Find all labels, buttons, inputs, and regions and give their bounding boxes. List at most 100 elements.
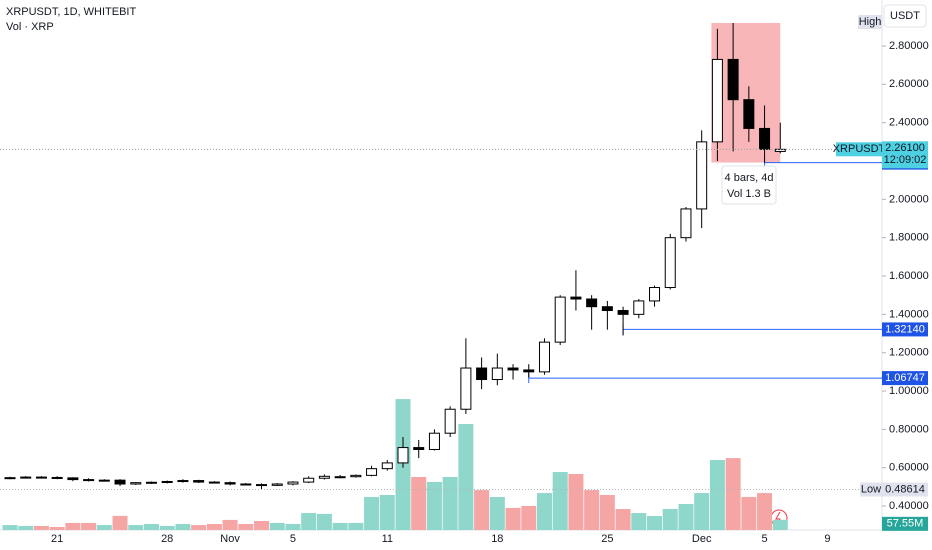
level-label-box (882, 371, 928, 386)
currency-button[interactable] (883, 4, 927, 28)
volume-bar (505, 507, 521, 530)
volume-bar (175, 523, 191, 530)
volume-bar (49, 526, 65, 530)
volume-bar (709, 460, 725, 530)
y-tick-label: 2.60000 (889, 78, 929, 90)
volume-legend: Vol · XRP (6, 21, 54, 33)
volume-bar (301, 513, 317, 530)
symbol-label: XRPUSDT (833, 143, 886, 155)
volume-bar (81, 522, 97, 530)
candle-body (318, 475, 330, 479)
volume-bar (426, 481, 442, 530)
candle-body (680, 208, 692, 239)
candle-body (161, 481, 173, 484)
y-tick-label: 1.40000 (889, 308, 929, 320)
volume-value-label: 57.55M (887, 518, 924, 530)
candle-body (224, 482, 236, 485)
high-marker-box (858, 15, 882, 29)
volume-bar (725, 458, 741, 530)
volume-bar (206, 523, 222, 530)
volume-bar (364, 496, 380, 530)
volume-bar (143, 523, 159, 530)
volume-bar (33, 525, 49, 530)
candle-body (256, 484, 268, 487)
candle-body (334, 476, 346, 479)
x-tick-label: 5 (290, 533, 296, 545)
candle-body (271, 483, 283, 486)
volume-bar (332, 522, 348, 530)
candle-body (664, 237, 676, 289)
countdown-label: 12:09:02 (884, 154, 927, 166)
candle-body (177, 480, 189, 483)
volume-bar (96, 525, 112, 530)
high-marker-label: High (859, 16, 882, 28)
volume-bar (662, 508, 678, 530)
volume-bar (285, 523, 301, 530)
candle-body (240, 483, 252, 486)
volume-bar (254, 520, 270, 530)
volume-bar (584, 490, 600, 530)
candle-body (350, 474, 362, 478)
volume-bar (191, 525, 207, 530)
candle-body (4, 477, 16, 480)
volume-bar (379, 495, 395, 530)
low-value-label: 0.48614 (885, 483, 925, 495)
candle-body (366, 468, 378, 476)
volume-bar (269, 522, 285, 530)
volume-bar (238, 523, 254, 530)
candle-body (554, 296, 566, 343)
low-value-box (882, 482, 928, 497)
candle-body (759, 127, 771, 150)
volume-bar (647, 516, 663, 530)
volume-bar (2, 525, 18, 530)
candle-body (208, 481, 220, 484)
candle-body (586, 298, 598, 308)
chart-title: XRPUSDT, 1D, WHITEBIT (6, 6, 136, 18)
candle-body (523, 369, 535, 373)
candle-body (601, 306, 613, 312)
candle-body (711, 58, 723, 143)
low-marker-label: Low (861, 483, 881, 495)
y-tick-label: 0.60000 (889, 462, 929, 474)
y-tick-label: 1.20000 (889, 347, 929, 359)
volume-bar (757, 493, 773, 530)
candle-body (476, 367, 488, 381)
volume-bar (678, 504, 694, 530)
volume-bar (411, 477, 427, 530)
y-tick-label: 0.40000 (889, 500, 929, 512)
volume-bar (631, 513, 647, 530)
level-label: 1.32140 (885, 323, 925, 335)
measure-volume: Vol 1.3 B (727, 188, 771, 200)
x-tick-label: 25 (601, 533, 613, 545)
volume-bar (741, 496, 757, 530)
y-tick-label: 2.40000 (889, 117, 929, 129)
currency-label[interactable]: USDT (890, 10, 920, 22)
y-tick-label: 1.80000 (889, 232, 929, 244)
x-tick-label: Dec (692, 533, 712, 545)
volume-bar (65, 522, 81, 530)
x-tick-label: 11 (382, 533, 393, 545)
measure-tooltip (721, 165, 777, 205)
candle-body (538, 341, 550, 373)
candle-body (491, 367, 503, 381)
candle-body (428, 432, 440, 450)
last-price-box (882, 141, 928, 169)
volume-bar (442, 477, 458, 530)
candle-body (617, 310, 629, 315)
candle-body (649, 287, 661, 302)
volume-bar (599, 495, 615, 530)
candle-body (633, 300, 645, 315)
candle-body (381, 462, 393, 470)
y-tick-label: 2.00000 (889, 193, 929, 205)
x-tick-label: 5 (761, 533, 767, 545)
volume-bar (694, 493, 710, 530)
candle-body (727, 58, 739, 101)
candle-body (98, 479, 110, 482)
candle-body (130, 482, 142, 485)
candle-body (397, 447, 409, 464)
volume-bar (112, 515, 128, 530)
y-tick-label: 1.60000 (889, 270, 929, 282)
y-tick-label: 2.80000 (889, 40, 929, 52)
y-tick-label: 1.00000 (889, 385, 929, 397)
